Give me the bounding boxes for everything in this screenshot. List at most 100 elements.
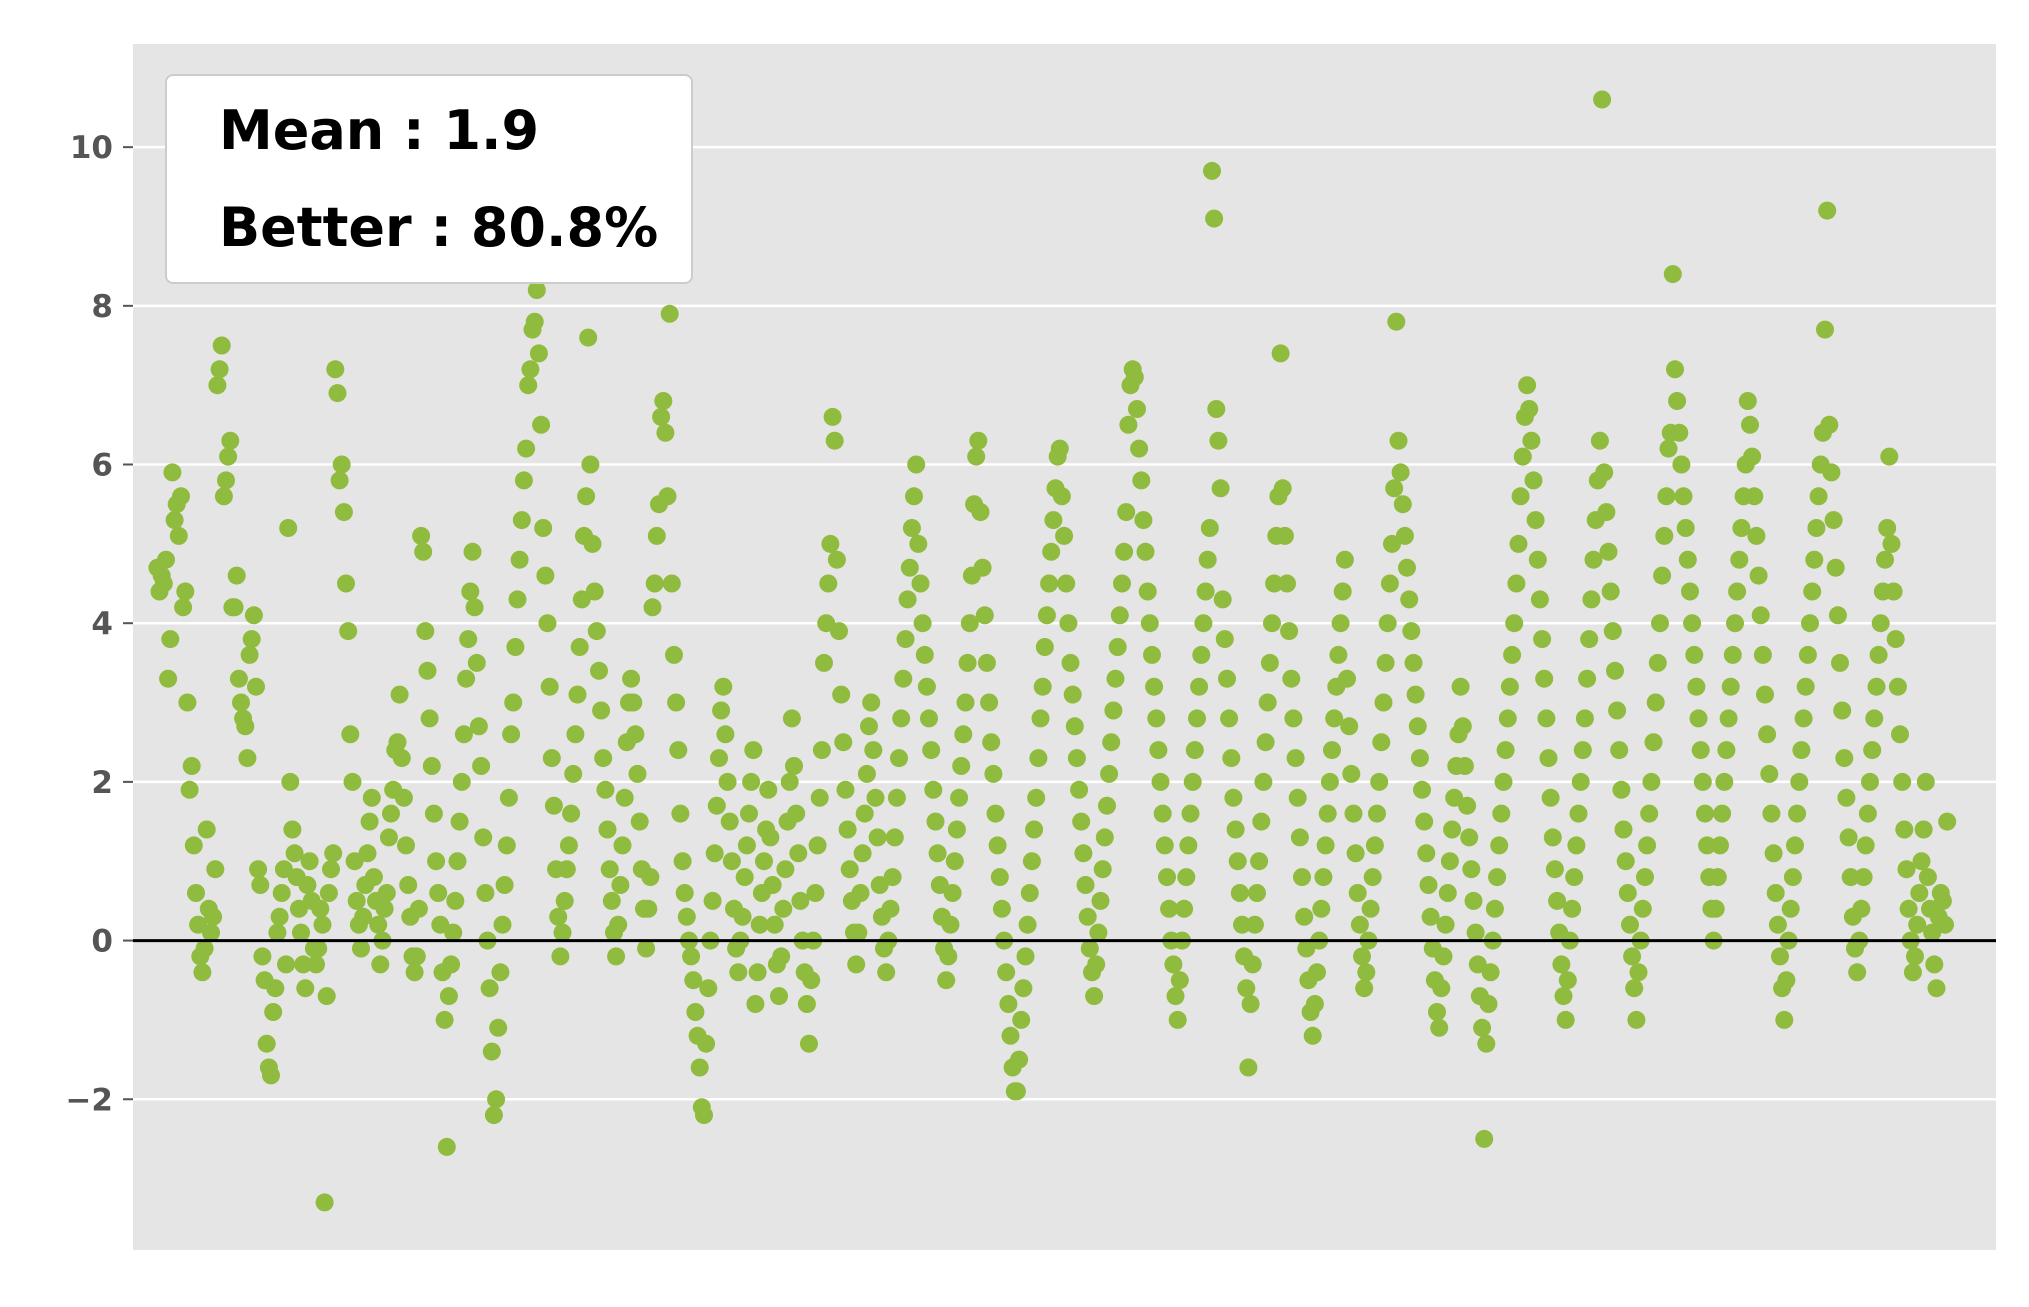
data-point: [182, 757, 201, 775]
data-point: [536, 566, 555, 585]
data-point: [268, 923, 287, 942]
data-point: [1888, 677, 1907, 696]
data-point: [742, 772, 761, 791]
data-point: [1275, 526, 1294, 545]
data-point: [1498, 709, 1517, 728]
data-point: [472, 757, 491, 775]
data-point: [427, 852, 446, 871]
data-point: [319, 884, 338, 902]
data-point: [652, 407, 671, 426]
data-point: [1565, 868, 1584, 887]
data-point: [1183, 772, 1202, 791]
data-point: [1125, 368, 1144, 387]
data-point: [572, 590, 591, 609]
data-point: [1749, 566, 1768, 585]
data-point: [330, 471, 349, 490]
data-point: [469, 717, 488, 736]
data-point: [1350, 915, 1369, 934]
data-point: [212, 336, 231, 355]
data-point: [375, 899, 394, 918]
data-point: [1526, 511, 1545, 530]
data-point: [465, 598, 484, 617]
data-point: [789, 844, 808, 863]
data-point: [1548, 891, 1567, 910]
data-point: [1674, 487, 1693, 506]
data-point: [1372, 733, 1391, 752]
data-point: [626, 725, 645, 744]
data-point: [1316, 836, 1335, 855]
data-point: [982, 733, 1001, 752]
data-point: [390, 685, 409, 704]
data-point: [1282, 669, 1301, 688]
data-point: [954, 725, 973, 744]
data-point: [1205, 209, 1224, 228]
data-point: [562, 804, 581, 823]
data-point: [890, 749, 908, 768]
data-point: [1370, 772, 1389, 791]
data-point: [705, 844, 724, 863]
data-point: [690, 1058, 709, 1077]
data-point: [300, 852, 319, 871]
data-point: [832, 685, 851, 704]
data-point: [733, 907, 752, 926]
data-point: [193, 963, 212, 982]
data-point: [214, 487, 233, 506]
data-point: [482, 1042, 501, 1061]
data-point: [525, 312, 544, 331]
data-point: [1398, 558, 1416, 577]
data-point: [1762, 804, 1781, 823]
data-point: [1130, 439, 1149, 458]
data-point: [197, 820, 216, 839]
data-point: [802, 971, 821, 990]
data-point: [1848, 963, 1867, 982]
data-point: [887, 788, 906, 807]
y-tick-label: 6: [91, 448, 113, 484]
data-point: [544, 796, 563, 815]
data-point: [924, 780, 943, 799]
data-point: [298, 876, 317, 894]
data-point: [1726, 614, 1744, 633]
data-point: [1190, 677, 1209, 696]
data-point: [429, 884, 448, 902]
better-label: Better : 80.8%: [219, 196, 659, 259]
data-point: [1552, 955, 1571, 974]
data-point: [279, 519, 298, 537]
data-point: [943, 884, 962, 902]
data-point: [527, 281, 546, 299]
data-point: [1361, 899, 1380, 918]
data-point: [990, 868, 1009, 887]
data-point: [564, 764, 583, 783]
data-point: [988, 836, 1007, 855]
data-point: [557, 860, 576, 879]
data-point: [1503, 645, 1522, 664]
data-point: [1100, 764, 1119, 783]
data-point: [926, 812, 945, 831]
data-point: [489, 1018, 508, 1037]
data-point: [759, 780, 778, 799]
data-point: [1074, 844, 1093, 863]
data-point: [1110, 606, 1129, 625]
data-point: [1080, 939, 1099, 958]
data-point: [607, 947, 626, 966]
data-point: [1067, 749, 1086, 768]
data-point: [907, 455, 926, 474]
data-point: [1383, 534, 1401, 553]
data-point: [980, 693, 999, 712]
data-point: [830, 622, 848, 641]
data-point: [1732, 519, 1751, 537]
data-point: [1760, 764, 1779, 783]
data-point: [281, 772, 300, 791]
data-point: [382, 804, 400, 823]
data-point: [1803, 582, 1822, 601]
data-point: [514, 471, 533, 490]
data-point: [622, 669, 641, 688]
data-point: [1065, 717, 1084, 736]
data-point: [1198, 550, 1217, 569]
data-point: [1603, 622, 1622, 641]
data-point: [1593, 90, 1612, 109]
data-point: [1393, 495, 1412, 514]
data-point: [512, 511, 531, 530]
data-point: [1149, 741, 1168, 760]
data-point: [1138, 582, 1157, 601]
data-point: [1496, 741, 1515, 760]
